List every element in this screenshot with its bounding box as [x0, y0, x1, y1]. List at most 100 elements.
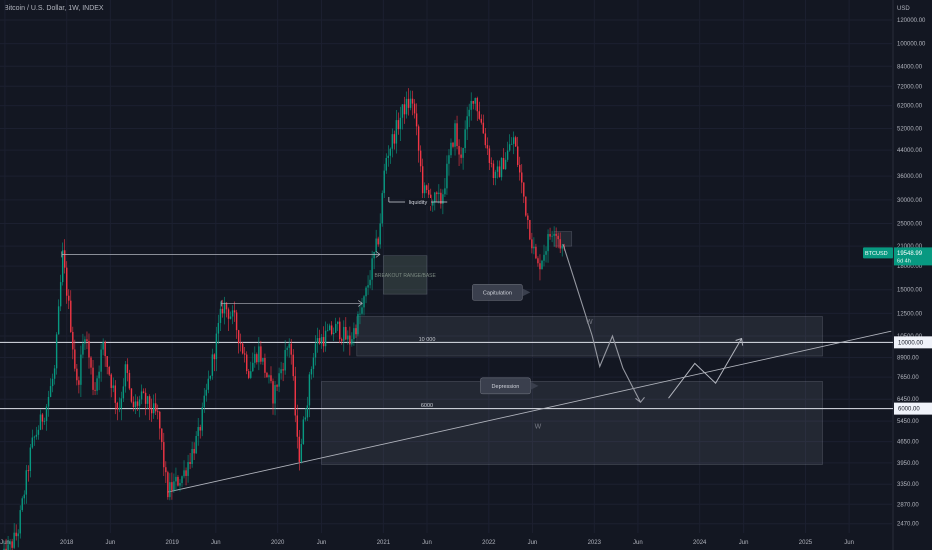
candle-body — [504, 159, 507, 170]
candle-body — [371, 258, 373, 280]
candle-body — [458, 146, 460, 155]
x-tick-label: 2019 — [166, 540, 180, 546]
liquidity-label-bg — [405, 198, 432, 207]
candle-body — [94, 389, 96, 391]
candle-body — [171, 482, 173, 491]
candle-body — [260, 346, 262, 362]
candle-body — [118, 408, 121, 410]
candle-body — [496, 166, 499, 172]
candle-body — [142, 391, 145, 393]
candle-body — [328, 325, 331, 331]
candle-body — [514, 137, 517, 147]
x-tick-label: 2024 — [693, 540, 707, 546]
y-tick-label: 30000.00 — [897, 198, 923, 204]
candle-body — [90, 357, 92, 368]
projection-path — [562, 244, 641, 403]
candle-body — [494, 171, 497, 178]
candle-body — [502, 157, 505, 170]
y-tick-label: 120000.00 — [897, 18, 926, 24]
candle-body — [508, 144, 511, 151]
candle-body — [480, 118, 483, 123]
x-tick-label: 2020 — [271, 540, 285, 546]
candle-body — [88, 340, 90, 358]
candle-body — [70, 300, 72, 332]
candle-body — [120, 398, 123, 409]
candle-body — [318, 338, 321, 344]
candle-body — [209, 375, 212, 379]
candle-body — [440, 192, 442, 204]
candle-body — [521, 172, 523, 183]
candle-body — [104, 342, 106, 357]
candle-body — [92, 367, 94, 390]
y-tick-label: 2470.00 — [897, 522, 919, 528]
y-tick-label: 8900.00 — [897, 355, 919, 361]
candle-body — [270, 375, 272, 382]
candle-body — [553, 233, 555, 236]
candle-body — [205, 389, 207, 396]
candle-body — [229, 316, 232, 319]
candle-body — [478, 111, 480, 119]
candle-body — [84, 339, 86, 344]
arrow-head — [358, 300, 363, 307]
y-tick-label: 52000.00 — [897, 126, 923, 132]
candle-body — [102, 342, 104, 350]
candle-body — [252, 362, 254, 372]
x-tick-label: Jun — [106, 540, 116, 546]
candle-body — [116, 402, 119, 410]
candle-body — [512, 137, 515, 144]
candle-body — [389, 148, 392, 156]
candle-body — [397, 120, 400, 130]
candle-body — [391, 134, 394, 149]
candle-body — [203, 395, 205, 408]
candle-body — [407, 98, 410, 108]
candle-body — [250, 371, 252, 378]
candle-body — [248, 371, 250, 378]
candle-body — [17, 533, 19, 537]
candle-body — [233, 310, 236, 313]
candle-body — [355, 328, 357, 335]
candle-body — [337, 321, 339, 324]
candle-body — [213, 354, 216, 360]
candle-body — [57, 306, 60, 335]
candle-body — [98, 371, 100, 379]
candle-body — [452, 142, 454, 147]
candle-body — [288, 343, 290, 348]
candle-body — [401, 104, 404, 118]
candle-body — [82, 343, 84, 355]
candle-body — [324, 330, 327, 347]
candle-body — [375, 238, 377, 253]
candle-body — [51, 378, 54, 387]
zone-label: BREAKOUT RANGE/BASE — [375, 273, 437, 279]
y-tick-label: 62000.00 — [897, 104, 923, 110]
x-tick-label: Jun — [317, 540, 327, 546]
candle-body — [308, 374, 311, 406]
candle-body — [199, 427, 201, 431]
candle-body — [195, 436, 197, 454]
candle-body — [43, 420, 46, 422]
currency-label: USD — [897, 6, 910, 12]
candle-body — [421, 166, 424, 194]
candle-body — [383, 170, 385, 194]
candle-body — [482, 122, 485, 134]
candle-body — [122, 386, 125, 399]
candle-body — [146, 396, 149, 404]
y-tick-label: 84000.00 — [897, 64, 923, 70]
candle-body — [78, 380, 80, 385]
candle-body — [547, 234, 549, 252]
candle-body — [237, 330, 240, 344]
candle-body — [559, 239, 561, 249]
candle-body — [59, 282, 62, 307]
candle-body — [13, 532, 15, 548]
candle-body — [381, 193, 383, 224]
projection-arrow-head — [635, 396, 645, 404]
candle-body — [187, 462, 189, 476]
candle-body — [108, 366, 110, 375]
candle-body — [302, 419, 305, 445]
candle-body — [537, 258, 539, 264]
x-tick-label: Jun — [422, 540, 432, 546]
candle-body — [377, 238, 379, 245]
candle-body — [31, 437, 34, 448]
candle-body — [450, 142, 452, 156]
candle-body — [181, 476, 183, 484]
